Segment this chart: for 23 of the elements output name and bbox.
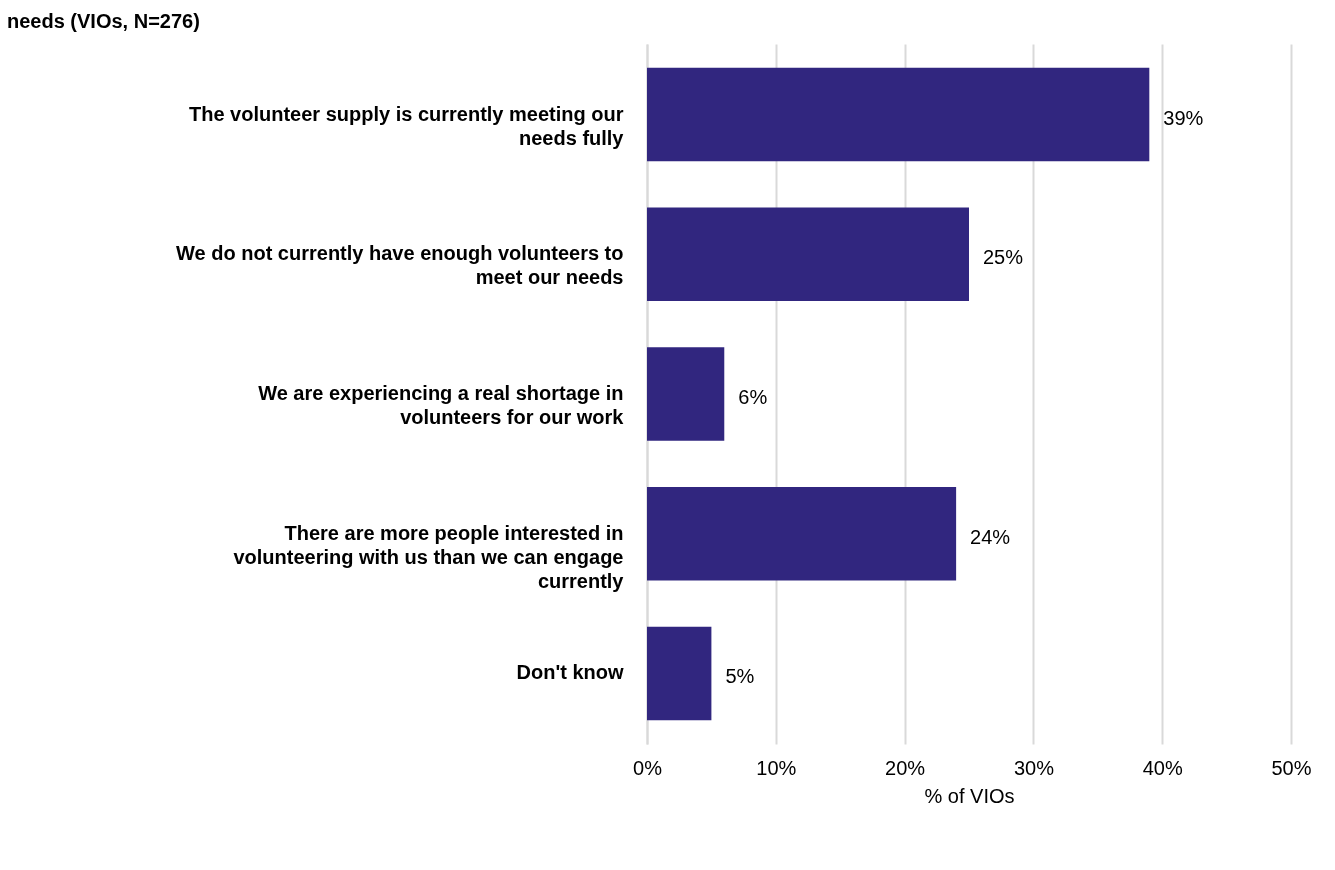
x-axis-title: % of VIOs: [924, 784, 1015, 807]
data-label: 25%: [983, 246, 1024, 269]
y-tick-label: We do not currently have enough volunteers to meet our needs: [176, 242, 624, 289]
bar: [647, 626, 712, 721]
data-label: 6%: [738, 386, 768, 408]
bar: [647, 347, 725, 441]
x-tick-label: 40%: [1142, 756, 1183, 779]
x-tick-label: 0%: [633, 756, 663, 779]
y-tick-label: The volunteer supply is currently meeting our needs fully: [188, 102, 625, 149]
text: needs (VIOs, N=276): [7, 10, 200, 32]
y-tick-label: There are more people interested in volunteering with us than we can engage currently: [233, 521, 625, 592]
bar: [647, 67, 1150, 162]
y-tick-label: We are experiencing a real shortage in volunteers for our work: [258, 382, 625, 428]
data-label: 39%: [1163, 106, 1204, 129]
x-tick-label: 10%: [756, 756, 797, 779]
y-tick-label: Don't know: [516, 661, 624, 684]
x-tick-label: 20%: [885, 756, 926, 779]
bar: [647, 207, 969, 302]
data-label: 5%: [725, 665, 755, 688]
x-tick-label: 50%: [1271, 756, 1312, 779]
data-label: 24%: [970, 525, 1011, 548]
bar: [647, 486, 957, 581]
x-tick-label: 30%: [1013, 756, 1055, 779]
